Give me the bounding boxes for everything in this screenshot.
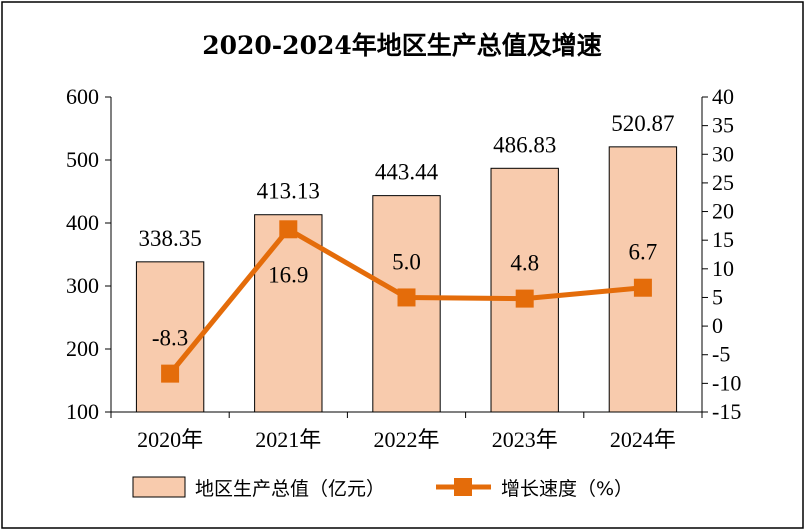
growth-marker bbox=[279, 220, 298, 239]
gdp-value-label: 486.83 bbox=[493, 132, 556, 157]
right-y-axis: -15 -10 -5 0 5 10 15 20 25 30 35 40 bbox=[701, 84, 741, 424]
left-y-axis: 100 200 300 400 500 600 bbox=[66, 84, 112, 424]
x-category-label: 2021年 bbox=[255, 427, 321, 452]
right-tick-label: 0 bbox=[712, 313, 723, 338]
right-tick-label: 30 bbox=[712, 141, 734, 166]
growth-marker bbox=[515, 289, 534, 308]
right-tick-label: -10 bbox=[712, 370, 741, 395]
growth-value-label: -8.3 bbox=[152, 326, 188, 351]
legend-label-growth: 增长速度（%） bbox=[501, 478, 633, 500]
growth-marker bbox=[397, 288, 416, 307]
right-tick-label: -15 bbox=[712, 399, 741, 424]
right-tick-label: 35 bbox=[712, 113, 734, 138]
growth-value-label: 4.8 bbox=[510, 251, 539, 276]
left-tick-label: 500 bbox=[66, 147, 99, 172]
growth-marker bbox=[161, 364, 180, 383]
growth-value-label: 5.0 bbox=[392, 249, 421, 274]
gdp-value-label: 443.44 bbox=[375, 160, 439, 185]
x-category-label: 2022年 bbox=[373, 427, 439, 452]
x-category-label: 2024年 bbox=[610, 427, 676, 452]
gdp-bar bbox=[254, 214, 323, 413]
chart-title: 2020-2024年地区生产总值及增速 bbox=[202, 31, 602, 60]
right-tick-label: 5 bbox=[712, 284, 723, 309]
right-tick-label: 15 bbox=[712, 227, 734, 252]
gdp-value-label: 520.87 bbox=[611, 111, 674, 136]
right-tick-label: 25 bbox=[712, 170, 734, 195]
left-tick-label: 100 bbox=[66, 399, 99, 424]
legend-swatch-gdp bbox=[132, 476, 186, 498]
growth-labels: -8.3 16.9 5.0 4.8 6.7 bbox=[152, 240, 657, 351]
left-tick-label: 400 bbox=[66, 210, 99, 235]
x-axis: 2020年 2021年 2022年 2023年 2024年 bbox=[110, 411, 703, 452]
right-tick-label: 10 bbox=[712, 256, 734, 281]
legend-swatch-growth-marker bbox=[454, 478, 472, 496]
growth-marker bbox=[633, 278, 652, 297]
growth-line-series bbox=[161, 220, 652, 383]
left-tick-label: 200 bbox=[66, 336, 99, 361]
right-tick-label: -5 bbox=[712, 342, 730, 367]
legend-label-gdp: 地区生产总值（亿元） bbox=[195, 478, 385, 500]
x-category-label: 2020年 bbox=[137, 427, 203, 452]
gdp-value-label: 413.13 bbox=[257, 179, 320, 204]
left-tick-label: 600 bbox=[66, 84, 99, 109]
gdp-bar-labels: 338.35 413.13 443.44 486.83 520.87 bbox=[138, 111, 674, 251]
gdp-value-label: 338.35 bbox=[138, 226, 201, 251]
x-category-label: 2023年 bbox=[492, 427, 558, 452]
growth-value-label: 6.7 bbox=[629, 240, 658, 265]
left-tick-label: 300 bbox=[66, 273, 99, 298]
right-tick-label: 40 bbox=[712, 84, 734, 109]
growth-value-label: 16.9 bbox=[268, 262, 308, 287]
gdp-bar bbox=[135, 261, 205, 413]
legend: 地区生产总值（亿元） 增长速度（%） bbox=[132, 476, 633, 500]
right-tick-label: 20 bbox=[712, 199, 734, 224]
